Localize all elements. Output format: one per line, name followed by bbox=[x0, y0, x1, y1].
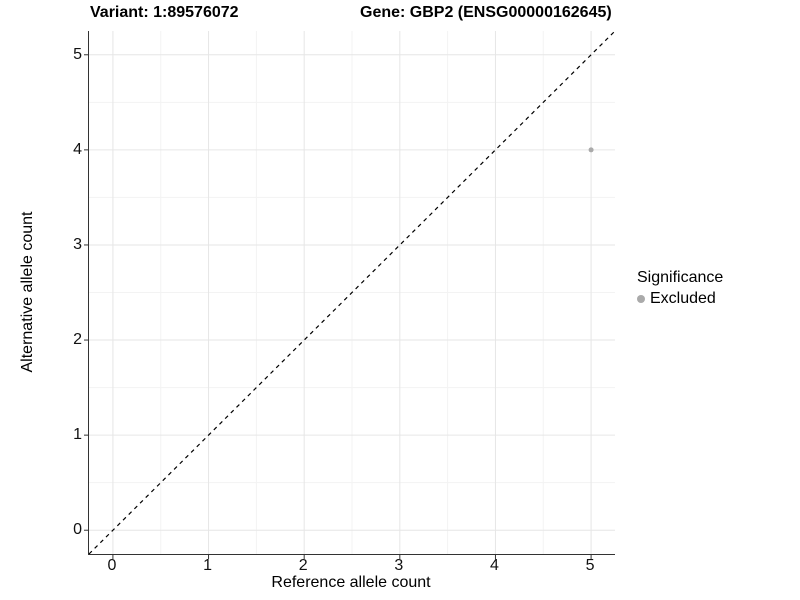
x-tick-label: 3 bbox=[394, 557, 404, 574]
identity-dashed-line bbox=[88, 30, 616, 555]
legend-point-icon bbox=[637, 295, 645, 303]
legend: Significance Excluded bbox=[637, 269, 723, 308]
y-tick-label: 3 bbox=[73, 235, 82, 253]
x-tick-label: 4 bbox=[490, 557, 499, 574]
plot-canvas bbox=[84, 30, 616, 559]
x-axis-title: Reference allele count bbox=[271, 574, 431, 591]
x-tick-label: 5 bbox=[585, 557, 595, 574]
data-point bbox=[588, 147, 594, 153]
y-tick-label: 0 bbox=[73, 521, 82, 539]
variant-title: Variant: 1:89576072 bbox=[90, 4, 239, 21]
y-tick-label: 4 bbox=[73, 140, 82, 158]
x-tick-label: 0 bbox=[107, 557, 117, 574]
y-tick-label: 1 bbox=[73, 426, 82, 444]
y-tick-label: 2 bbox=[73, 331, 82, 349]
x-tick-label: 1 bbox=[203, 557, 212, 574]
x-tick-label: 2 bbox=[298, 557, 308, 574]
legend-items: Excluded bbox=[637, 290, 723, 308]
legend-title: Significance bbox=[637, 269, 724, 286]
y-axis-title: Alternative allele count bbox=[19, 211, 36, 373]
legend-item-label: Excluded bbox=[650, 290, 716, 307]
legend-item: Excluded bbox=[637, 290, 723, 308]
plot-panel bbox=[84, 30, 616, 559]
gene-title: Gene: GBP2 (ENSG00000162645) bbox=[360, 4, 612, 21]
y-tick-label: 5 bbox=[73, 45, 82, 63]
